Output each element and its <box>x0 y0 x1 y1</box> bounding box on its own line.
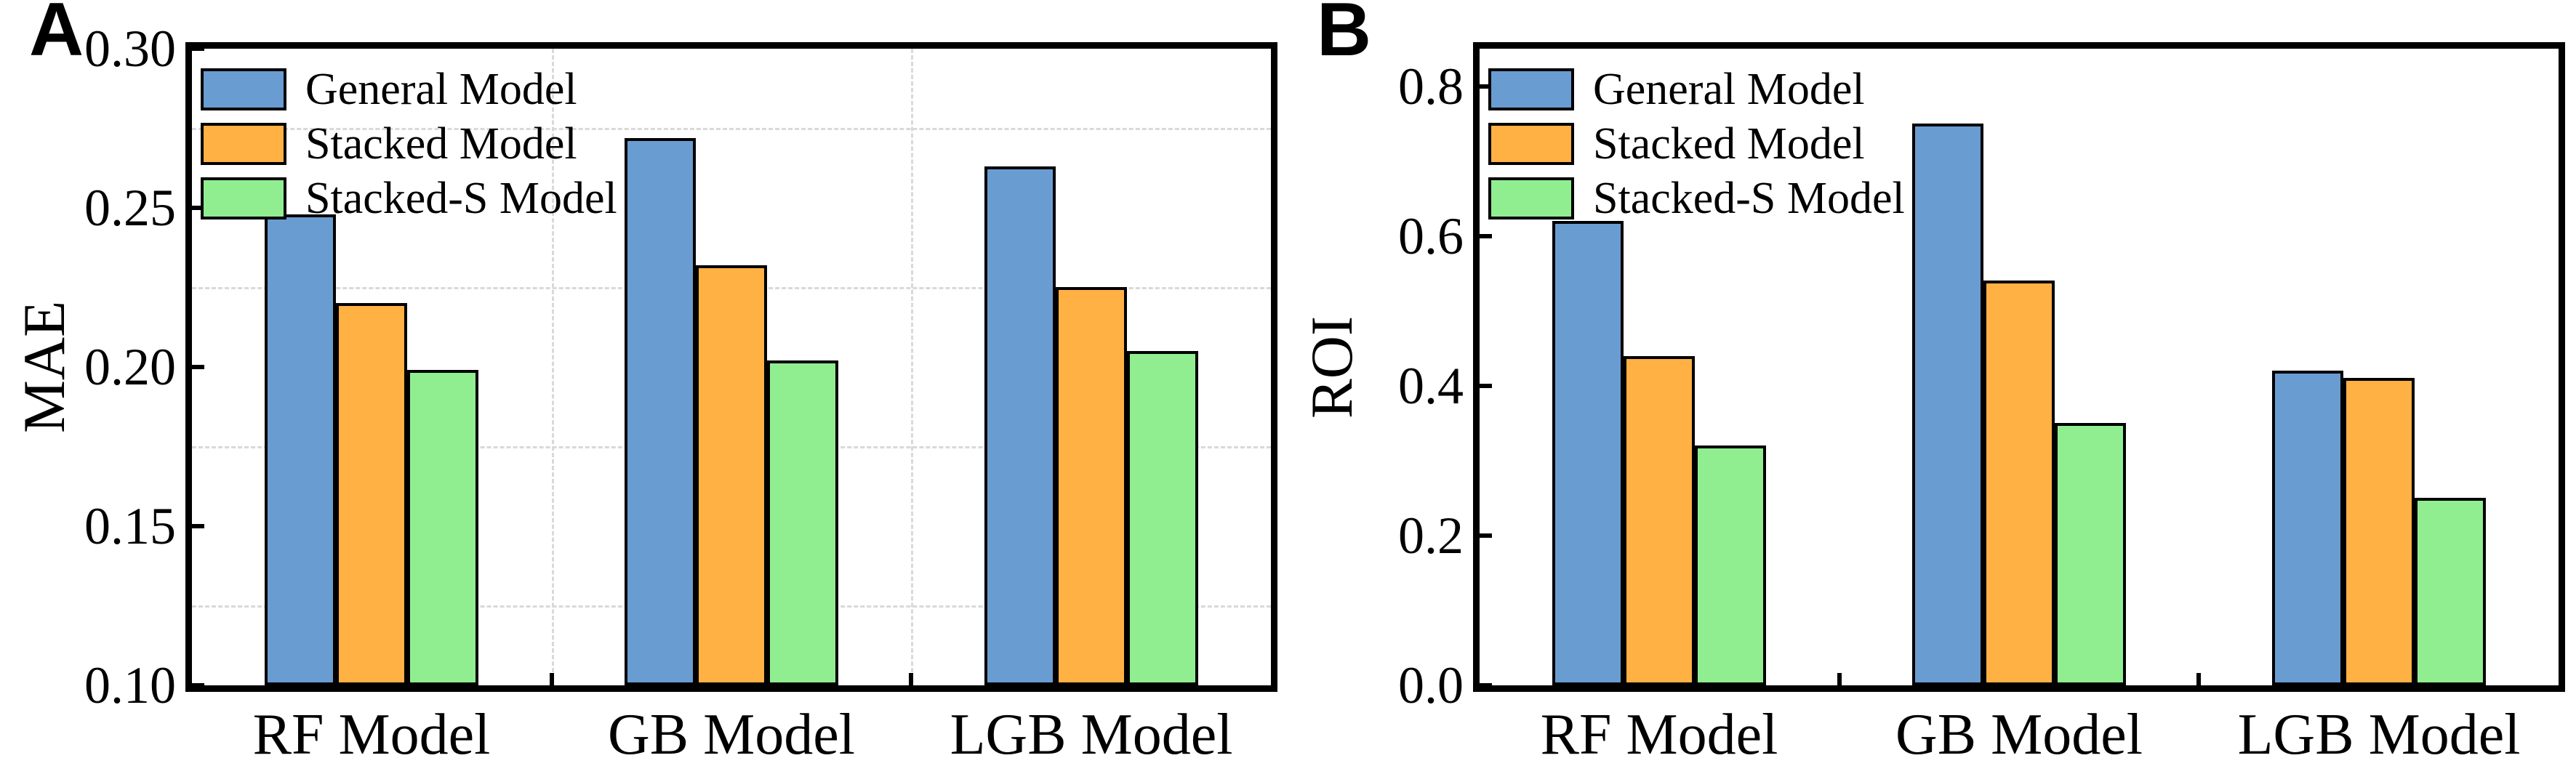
legend-item-stacked-s-model: Stacked-S Model <box>201 175 617 222</box>
legend-label-stacked-s-model: Stacked-S Model <box>305 174 617 223</box>
legend-swatch-stacked-s-model <box>1488 177 1574 219</box>
legend-item-stacked-model: Stacked Model <box>1488 121 1905 167</box>
bar-stacked-s-model-lgb-model <box>1127 351 1198 685</box>
y-tick-label-0.10: 0.10 <box>84 656 176 714</box>
panel-a-letter: A <box>29 0 84 72</box>
panel-b: B ROI RF Model GB Model LGB Model 0.0 0.2 0.4… <box>1288 0 2576 774</box>
bar-stacked-s-model-rf-model <box>1695 446 1766 685</box>
legend-label-stacked-s-model: Stacked-S Model <box>1593 174 1905 223</box>
legend-label-general-model: General Model <box>1593 65 1865 114</box>
legend-swatch-stacked-model <box>201 123 286 165</box>
y-tick-label-0.8: 0.8 <box>1398 57 1464 116</box>
x-minor-tick <box>550 673 554 685</box>
legend-item-general-model: General Model <box>1488 66 1905 113</box>
gridline-horizontal <box>192 127 1271 130</box>
legend: General Model Stacked Model Stacked-S Mode… <box>201 66 617 222</box>
bar-stacked-s-model-gb-model <box>2055 423 2126 685</box>
bar-stacked-s-model-lgb-model <box>2415 498 2486 685</box>
y-tick-label-0.30: 0.30 <box>84 20 176 78</box>
panel-a: A MAE RF Model GB Model LGB Model 0.10 0.15 0… <box>11 0 1277 767</box>
x-minor-tick <box>909 673 913 685</box>
x-category-label-gb-model: GB Model <box>608 703 855 767</box>
bar-stacked-model-lgb-model <box>2343 378 2415 685</box>
bar-stacked-model-gb-model <box>696 265 767 685</box>
legend-swatch-general-model <box>1488 68 1574 110</box>
y-tick-0.8 <box>1480 84 1492 89</box>
bar-stacked-model-lgb-model <box>1056 287 1127 685</box>
legend-swatch-stacked-model <box>1488 123 1574 165</box>
y-tick-label-0.2: 0.2 <box>1398 507 1464 565</box>
gridline-vertical <box>552 49 554 685</box>
y-tick-label-0.4: 0.4 <box>1398 357 1464 415</box>
y-tick-0.15 <box>192 524 204 528</box>
bar-general-model-lgb-model <box>984 166 1056 685</box>
bar-general-model-rf-model <box>265 214 336 685</box>
bar-general-model-rf-model <box>1552 221 1624 685</box>
legend-label-general-model: General Model <box>305 65 577 114</box>
bar-stacked-model-rf-model <box>336 303 407 685</box>
plot-area-a: RF Model GB Model LGB Model 0.10 0.15 0.20 0.2… <box>84 20 1277 767</box>
y-axis-title-roi: ROI <box>1299 315 1365 419</box>
legend-swatch-stacked-s-model <box>201 177 286 219</box>
bar-stacked-s-model-rf-model <box>407 370 478 685</box>
bar-general-model-lgb-model <box>2272 371 2343 685</box>
y-tick-0.6 <box>1480 234 1492 238</box>
y-tick-label-0.20: 0.20 <box>84 338 176 396</box>
x-minor-tick <box>1837 673 1842 685</box>
legend: General Model Stacked Model Stacked-S Mode… <box>1488 66 1905 222</box>
legend-item-stacked-s-model: Stacked-S Model <box>1488 175 1905 222</box>
y-tick-0.2 <box>1480 533 1492 538</box>
legend-item-general-model: General Model <box>201 66 617 113</box>
y-tick-0.0 <box>1480 683 1492 688</box>
y-tick-label-0.25: 0.25 <box>84 179 176 237</box>
x-category-label-rf-model: RF Model <box>252 703 491 767</box>
legend-swatch-general-model <box>201 68 286 110</box>
y-axis-title-mae: MAE <box>11 300 77 434</box>
bar-general-model-gb-model <box>625 138 696 685</box>
y-tick-label-0.6: 0.6 <box>1398 207 1464 265</box>
y-tick-label-0.15: 0.15 <box>84 497 176 555</box>
legend-label-stacked-model: Stacked Model <box>305 119 577 169</box>
bar-stacked-model-gb-model <box>1983 281 2055 685</box>
legend-item-stacked-model: Stacked Model <box>201 121 617 167</box>
y-tick-0.30 <box>192 47 204 51</box>
y-tick-0.25 <box>192 206 204 210</box>
x-category-label-lgb-model: LGB Model <box>950 703 1233 767</box>
plot-area-b: RF Model GB Model LGB Model 0.0 0.2 0.4 0.6 0.8… <box>1398 42 2565 767</box>
gridline-vertical <box>911 49 913 685</box>
y-tick-0.10 <box>192 683 204 688</box>
x-minor-tick <box>2196 673 2201 685</box>
x-category-label-lgb-model: LGB Model <box>2237 703 2521 767</box>
panel-b-letter: B <box>1317 0 1372 72</box>
legend-label-stacked-model: Stacked Model <box>1593 119 1865 169</box>
y-tick-0.4 <box>1480 384 1492 388</box>
x-category-label-gb-model: GB Model <box>1895 703 2143 767</box>
x-category-label-rf-model: RF Model <box>1540 703 1778 767</box>
bar-stacked-s-model-gb-model <box>767 360 838 685</box>
y-tick-label-0.0: 0.0 <box>1398 656 1464 714</box>
bar-stacked-model-rf-model <box>1624 356 1695 685</box>
bar-general-model-gb-model <box>1912 124 1983 685</box>
y-tick-0.20 <box>192 365 204 369</box>
